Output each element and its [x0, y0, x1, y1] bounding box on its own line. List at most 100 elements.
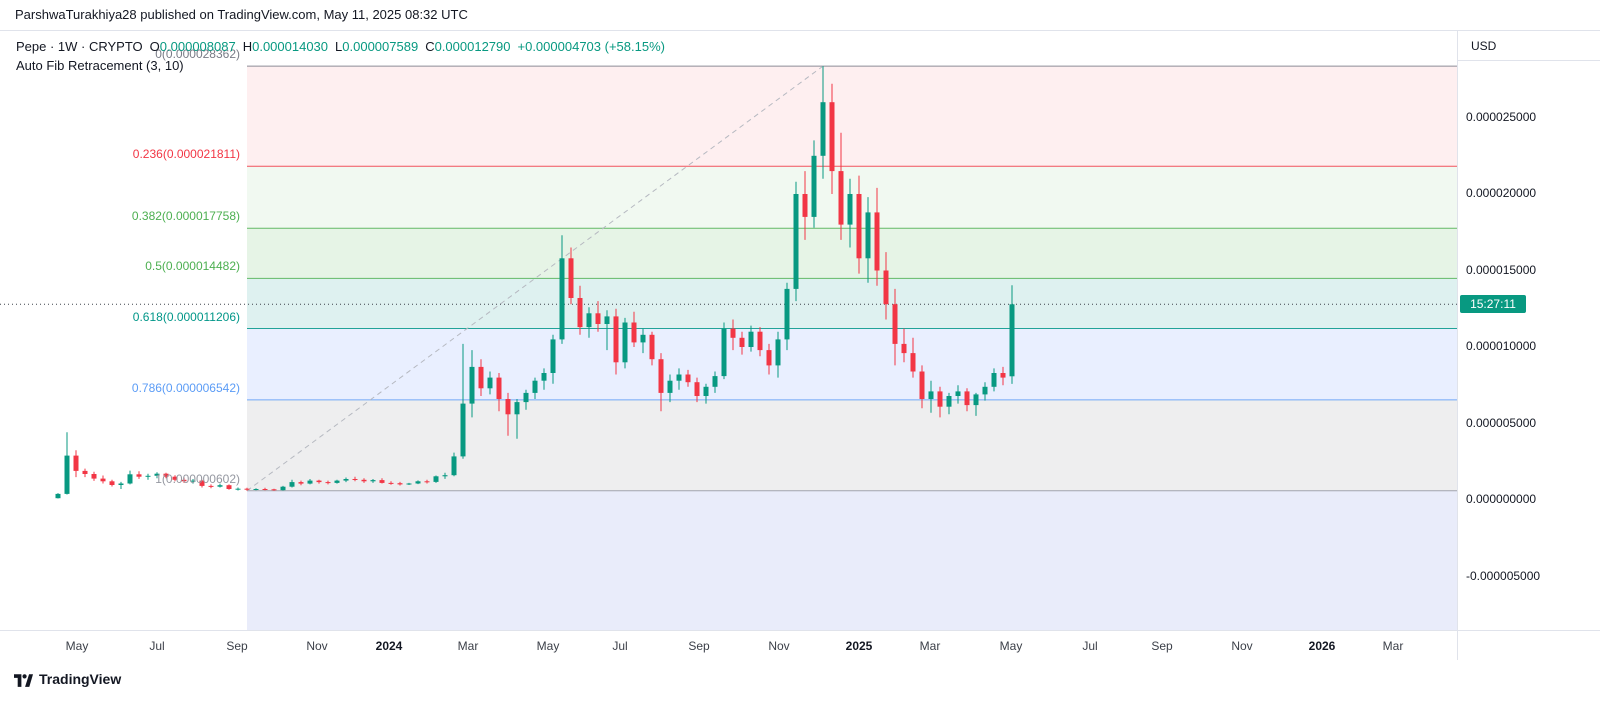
candle[interactable] [145, 473, 151, 480]
tradingview-logo[interactable]: TradingView [14, 671, 121, 687]
candle[interactable] [631, 311, 637, 347]
candle[interactable] [136, 471, 142, 479]
candle[interactable] [487, 371, 493, 395]
candle[interactable] [1000, 366, 1006, 386]
candle[interactable] [811, 140, 817, 228]
candle[interactable] [343, 477, 349, 483]
candle[interactable] [694, 377, 700, 403]
candle[interactable] [163, 472, 169, 479]
candle[interactable] [937, 386, 943, 418]
candle[interactable] [433, 475, 439, 483]
indicator-legend-row[interactable]: Auto Fib Retracement (3, 10) [16, 58, 184, 73]
candle[interactable] [127, 470, 133, 485]
candle[interactable] [208, 484, 214, 489]
candle[interactable] [703, 383, 709, 404]
candle[interactable] [496, 373, 502, 412]
candle[interactable] [478, 359, 484, 396]
candle[interactable] [316, 479, 322, 484]
candle[interactable] [739, 331, 745, 355]
candle[interactable] [865, 197, 871, 283]
candle[interactable] [226, 484, 232, 490]
candle[interactable] [190, 479, 196, 484]
candle[interactable] [217, 483, 223, 488]
candle[interactable] [775, 331, 781, 378]
candle[interactable] [523, 389, 529, 410]
candle[interactable] [91, 471, 97, 481]
candle[interactable] [271, 488, 277, 491]
candle[interactable] [460, 343, 466, 459]
candle[interactable] [559, 235, 565, 344]
candle[interactable] [55, 493, 61, 499]
candle[interactable] [361, 478, 367, 483]
candle[interactable] [595, 301, 601, 332]
price-axis[interactable]: USD 0.000025000 0.000020000 0.000015000 0.0… [1457, 31, 1600, 660]
candle[interactable] [100, 475, 106, 484]
candle[interactable] [442, 472, 448, 479]
candle[interactable] [199, 479, 205, 488]
candle[interactable] [334, 479, 340, 484]
candle[interactable] [802, 171, 808, 240]
time-axis[interactable]: May Jul Sep Nov 2024 Mar May Jul Sep Nov 2025 Mar Ma… [0, 630, 1600, 660]
candle[interactable] [667, 374, 673, 403]
candle[interactable] [514, 399, 520, 439]
candle[interactable] [955, 385, 961, 404]
candle[interactable] [1009, 285, 1015, 384]
bar-countdown-badge[interactable]: 15:27:11 [1460, 295, 1526, 314]
candle[interactable] [568, 247, 574, 305]
candle[interactable] [118, 481, 124, 489]
candle[interactable] [280, 485, 286, 491]
candle[interactable] [181, 477, 187, 483]
candle[interactable] [154, 472, 160, 479]
fib-trendline[interactable] [246, 65, 824, 492]
candle[interactable] [964, 388, 970, 412]
candle[interactable] [424, 479, 430, 484]
candle[interactable] [658, 353, 664, 412]
candle[interactable] [874, 187, 880, 286]
candle[interactable] [685, 369, 691, 387]
candle[interactable] [451, 452, 457, 477]
candle[interactable] [406, 482, 412, 485]
candle[interactable] [469, 350, 475, 418]
candle[interactable] [829, 83, 835, 194]
candle[interactable] [982, 382, 988, 401]
candle[interactable] [838, 132, 844, 240]
candle[interactable] [325, 480, 331, 485]
candle[interactable] [262, 487, 268, 491]
symbol-legend-row[interactable]: Pepe · 1W · CRYPTO O0.000008087 H0.0000140… [16, 37, 665, 56]
candle[interactable] [712, 371, 718, 393]
candle[interactable] [550, 334, 556, 384]
candle[interactable] [919, 365, 925, 409]
candle[interactable] [757, 327, 763, 357]
candle[interactable] [235, 487, 241, 491]
candle[interactable] [892, 288, 898, 366]
candle[interactable] [172, 475, 178, 482]
candle[interactable] [766, 343, 772, 375]
candle[interactable] [847, 178, 853, 248]
candle[interactable] [622, 317, 628, 369]
candle[interactable] [946, 392, 952, 415]
candle[interactable] [856, 175, 862, 274]
candle[interactable] [604, 310, 610, 351]
candle[interactable] [901, 328, 907, 363]
candle[interactable] [991, 368, 997, 392]
candle[interactable] [253, 488, 259, 491]
candle[interactable] [352, 476, 358, 482]
candle[interactable] [307, 479, 313, 485]
candle[interactable] [370, 479, 376, 483]
candle[interactable] [577, 285, 583, 335]
candle[interactable] [640, 328, 646, 354]
candle[interactable] [586, 307, 592, 338]
candle[interactable] [613, 308, 619, 375]
candle[interactable] [721, 322, 727, 380]
candle[interactable] [730, 319, 736, 351]
candle[interactable] [910, 337, 916, 378]
candle[interactable] [82, 468, 88, 478]
candle[interactable] [532, 377, 538, 399]
candle[interactable] [298, 480, 304, 486]
candle[interactable] [883, 252, 889, 320]
candle[interactable] [415, 480, 421, 485]
candle[interactable] [289, 479, 295, 488]
candle[interactable] [397, 481, 403, 486]
candle[interactable] [820, 66, 826, 179]
candle[interactable] [541, 368, 547, 390]
